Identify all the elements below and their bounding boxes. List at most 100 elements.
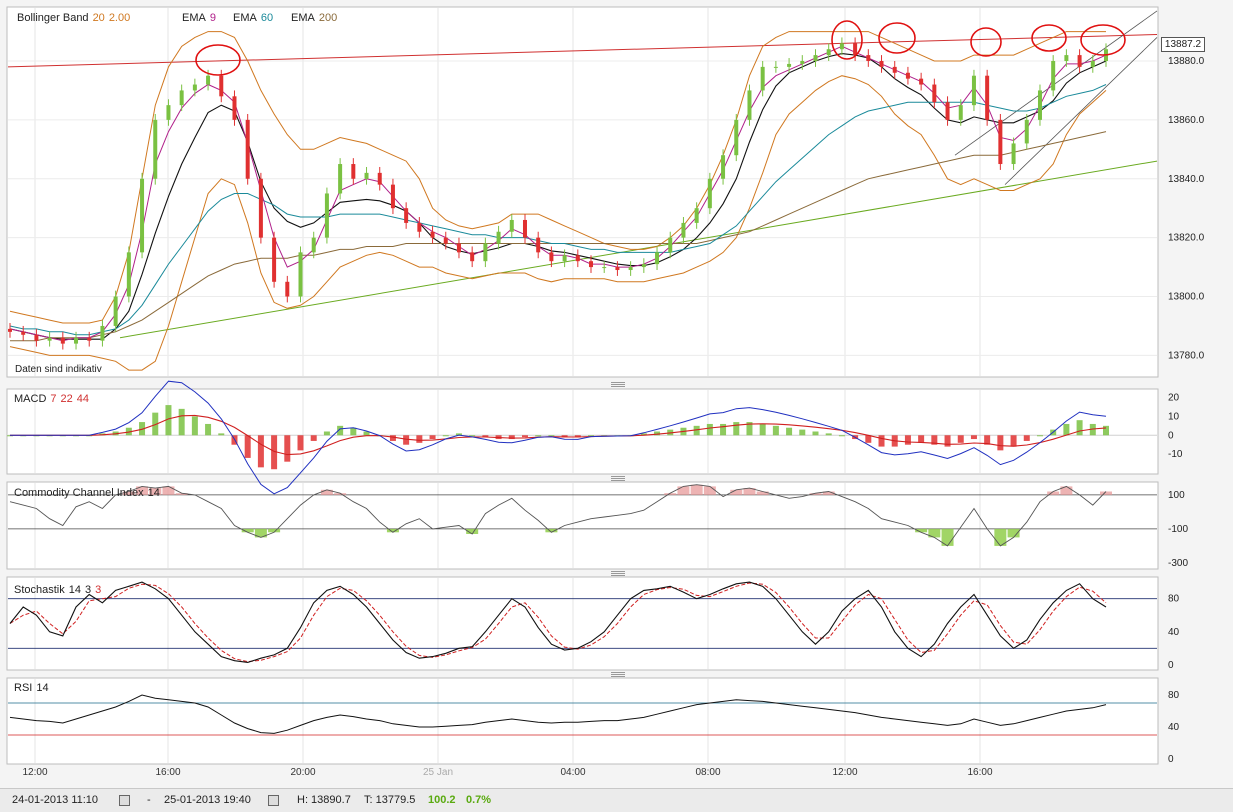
candle-body bbox=[338, 164, 343, 194]
y-tick-label: 13820.0 bbox=[1168, 233, 1205, 244]
range-separator: - bbox=[147, 794, 151, 806]
ema9-label[interactable]: EMA 9 bbox=[182, 12, 220, 24]
candle-body bbox=[390, 184, 395, 209]
candle-body bbox=[364, 172, 369, 179]
candle-body bbox=[655, 252, 660, 265]
candle-body bbox=[813, 55, 818, 61]
range-start[interactable]: 24-01-2013 11:10 bbox=[12, 794, 99, 806]
macd-histogram-bar bbox=[970, 435, 977, 440]
rsi-label[interactable]: RSI 14 bbox=[14, 682, 53, 694]
cci-overbought-area bbox=[136, 486, 149, 495]
macd-histogram-bar bbox=[350, 427, 357, 436]
candle-body bbox=[1051, 60, 1056, 91]
candle-body bbox=[932, 84, 937, 103]
cci-overbought-area bbox=[320, 489, 333, 495]
candle-body bbox=[8, 328, 12, 332]
cci-oversold-area bbox=[268, 528, 281, 533]
bollinger-label[interactable]: Bollinger Band 20 2.00 bbox=[17, 12, 134, 24]
cci-overbought-area bbox=[122, 491, 135, 495]
macd-histogram-bar bbox=[746, 422, 753, 436]
candle-body bbox=[985, 75, 990, 120]
candle-body bbox=[509, 219, 514, 232]
macd-label[interactable]: MACD 7 22 44 bbox=[14, 393, 93, 405]
ema9-name: EMA bbox=[182, 12, 206, 24]
macd-histogram-bar bbox=[152, 412, 159, 436]
candle-body bbox=[1077, 55, 1082, 67]
rsi-line bbox=[9, 694, 1107, 734]
candle-body bbox=[853, 43, 858, 56]
candle-body bbox=[192, 84, 197, 91]
macd-histogram-bar bbox=[1076, 420, 1083, 436]
pane-splitters[interactable] bbox=[611, 382, 625, 677]
candle-body bbox=[496, 231, 501, 244]
candle-body bbox=[892, 66, 897, 73]
y-tick-label: 80 bbox=[1168, 690, 1180, 701]
candle-body bbox=[787, 63, 792, 67]
macd-histogram-bar bbox=[812, 431, 819, 436]
macd-histogram-bar bbox=[244, 435, 251, 458]
stoch-p1: 14 bbox=[68, 584, 81, 596]
candle-body bbox=[60, 337, 65, 344]
candle-body bbox=[575, 255, 580, 262]
macd-histogram-bar bbox=[759, 423, 766, 436]
candle-body bbox=[100, 325, 105, 341]
candle-body bbox=[21, 331, 26, 335]
annotation-circle bbox=[878, 22, 916, 54]
macd-histogram-bar bbox=[1036, 435, 1043, 437]
range-end[interactable]: 25-01-2013 19:40 bbox=[164, 794, 251, 806]
macd-histogram-bar bbox=[178, 408, 185, 436]
candle-body bbox=[483, 243, 488, 262]
cci-oversold-area bbox=[928, 528, 941, 538]
macd-histogram-bar bbox=[416, 435, 423, 443]
candle-body bbox=[839, 43, 844, 50]
candle-body bbox=[641, 264, 646, 268]
macd-histogram-bar bbox=[733, 422, 740, 436]
cci-overbought-area bbox=[1047, 491, 1060, 495]
macd-histogram-bar bbox=[772, 425, 779, 436]
range-end-calendar-icon[interactable] bbox=[268, 794, 279, 806]
indicative-notice: Daten sind indikativ bbox=[15, 364, 102, 375]
cci-label[interactable]: Commodity Channel Index 14 bbox=[14, 487, 164, 499]
y-tick-label: 13800.0 bbox=[1168, 292, 1205, 303]
candle-body bbox=[602, 267, 607, 269]
y-tick-label: 80 bbox=[1168, 594, 1180, 605]
candle-body bbox=[153, 119, 158, 179]
cci-overbought-area bbox=[162, 486, 175, 495]
stoch-k-line bbox=[9, 581, 1107, 663]
candle-body bbox=[826, 49, 831, 56]
macd-p3: 44 bbox=[76, 393, 90, 405]
macd-histogram-bar bbox=[139, 422, 146, 436]
candle-body bbox=[404, 208, 409, 223]
channel-lower-line bbox=[1004, 37, 1158, 185]
last-price-tag: 13887.2 bbox=[1161, 37, 1205, 52]
y-tick-label: 10 bbox=[1168, 411, 1180, 422]
x-tick-label: 08:00 bbox=[695, 767, 720, 778]
cci-overbought-area bbox=[677, 486, 690, 495]
ema200-name: EMA bbox=[291, 12, 315, 24]
x-tick-label: 16:00 bbox=[967, 767, 992, 778]
cci-overbought-area bbox=[743, 488, 756, 495]
candle-body bbox=[879, 60, 884, 67]
macd-histogram-bar bbox=[1063, 423, 1070, 436]
candle-body bbox=[1011, 143, 1016, 165]
candle-body bbox=[958, 105, 963, 120]
stoch-label[interactable]: Stochastik 14 3 3 bbox=[14, 584, 105, 596]
ema60-label[interactable]: EMA 60 bbox=[233, 12, 277, 24]
y-tick-label: 0 bbox=[1168, 754, 1174, 765]
candle-body bbox=[74, 337, 79, 344]
cci-overbought-area bbox=[175, 493, 188, 495]
cci-overbought-area bbox=[664, 493, 677, 495]
resistance-trendline bbox=[7, 33, 1158, 68]
x-tick-label: 12:00 bbox=[832, 767, 857, 778]
range-start-calendar-icon[interactable] bbox=[119, 794, 130, 806]
ema200-label[interactable]: EMA 200 bbox=[291, 12, 341, 24]
cci-overbought-area bbox=[149, 488, 162, 495]
x-tick-label: 04:00 bbox=[560, 767, 585, 778]
candle-body bbox=[734, 119, 739, 156]
macd-histogram-bar bbox=[442, 435, 449, 437]
candle-body bbox=[140, 178, 145, 253]
macd-histogram-bar bbox=[455, 433, 462, 436]
candle-body bbox=[417, 222, 422, 232]
candle-body bbox=[311, 237, 316, 253]
candle-body bbox=[866, 55, 871, 61]
